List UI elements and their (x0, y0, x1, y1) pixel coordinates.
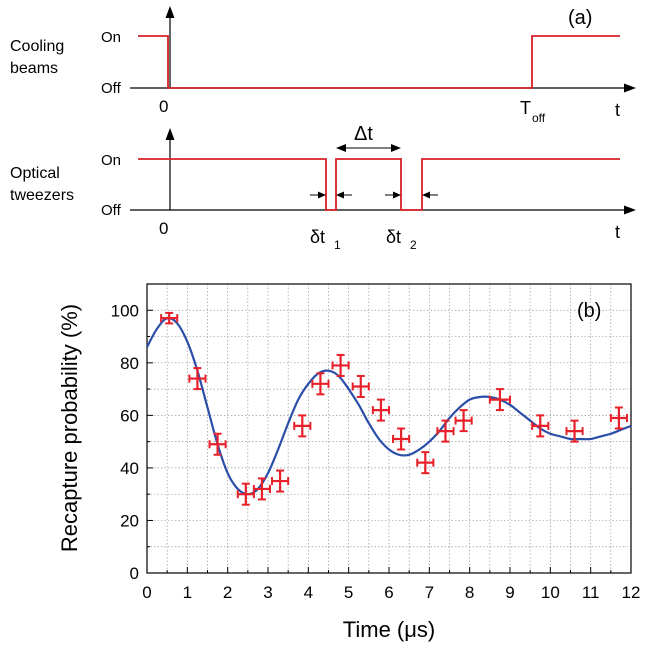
panel-b-label: (b) (577, 300, 601, 322)
delta-t-label: Δt (354, 123, 373, 145)
x-tick-label: 7 (425, 583, 434, 602)
x-tick-label: 9 (505, 583, 514, 602)
cooling-time-axis-arrow-icon (624, 83, 636, 93)
cooling-zero-label: 0 (159, 97, 168, 116)
data-point (331, 353, 350, 377)
data-point (416, 451, 435, 475)
delta-t-left-arrow-icon (336, 144, 346, 152)
x-tick-label: 2 (223, 583, 232, 602)
tweezers-zero-label: 0 (159, 219, 168, 238)
x-tick-label: 8 (465, 583, 474, 602)
data-point (488, 388, 511, 412)
tweezers-off-label: Off (101, 202, 122, 219)
y-tick-label: 40 (120, 459, 139, 478)
data-point (311, 372, 330, 396)
data-point (565, 419, 584, 443)
y-tick-label: 100 (111, 301, 139, 320)
fit-curve (146, 316, 632, 496)
y-tick-label: 80 (120, 354, 139, 373)
toff-label-main: T (520, 98, 531, 118)
tweezers-pulse-trace (138, 158, 620, 211)
y-axis-label: Recapture probability (%) (57, 304, 82, 552)
y-tick-labels: 0 20 40 60 80 100 (111, 301, 139, 583)
x-tick-label: 5 (344, 583, 353, 602)
plot-frame (146, 283, 632, 574)
dt1-right-arrow-icon (336, 191, 344, 199)
tweezers-label-line2: tweezers (10, 187, 74, 204)
x-tick-label: 3 (263, 583, 272, 602)
dt1-label-main: δt (310, 227, 325, 247)
data-point (454, 409, 473, 433)
x-tick-label: 11 (582, 583, 600, 602)
cooling-off-label: Off (101, 80, 122, 97)
tweezers-on-label: On (101, 152, 121, 169)
data-points (160, 311, 628, 506)
data-point (531, 414, 550, 438)
grid-lines (147, 284, 631, 573)
data-point (609, 406, 628, 430)
data-point (436, 419, 455, 443)
y-tick-label: 20 (120, 511, 139, 530)
data-point (371, 398, 390, 422)
optical-tweezers-diagram: Optical tweezers On Off Δt 0 δt (10, 123, 636, 252)
dt2-label-main: δt (386, 227, 401, 247)
data-point (208, 432, 227, 456)
tweezers-t-label: t (615, 222, 620, 242)
cooling-beams-label-line1: Cooling (10, 38, 64, 55)
dt1-label-sub: 1 (334, 238, 341, 252)
cooling-level-axis-arrow-icon (165, 6, 175, 18)
dt2-label-sub: 2 (410, 238, 417, 252)
data-point (351, 374, 370, 398)
data-point (160, 311, 179, 325)
cooling-beams-diagram: Cooling beams On Off 0 T off t (10, 6, 636, 125)
data-point (392, 427, 411, 451)
data-point (188, 367, 207, 391)
dt2-right-arrow-icon (422, 191, 430, 199)
x-tick-label: 1 (183, 583, 192, 602)
data-point (293, 414, 312, 438)
dt2-left-arrow-icon (393, 191, 401, 199)
cooling-beams-label-line2: beams (10, 60, 58, 77)
data-point (271, 469, 290, 493)
panel-a-timing-diagram: (a) Cooling beams On Off 0 T off t Optic… (10, 6, 636, 252)
delta-t-right-arrow-icon (391, 144, 401, 152)
dt1-left-arrow-icon (318, 191, 326, 199)
x-tick-label: 10 (541, 583, 560, 602)
cooling-t-label: t (615, 100, 620, 120)
x-tick-label: 0 (142, 583, 151, 602)
y-tick-label: 0 (130, 564, 139, 583)
y-tick-label: 60 (120, 406, 139, 425)
x-axis-label: Time (μs) (343, 617, 436, 642)
tweezers-time-axis-arrow-icon (624, 205, 636, 215)
data-point (236, 482, 255, 506)
tweezers-level-axis-arrow-icon (165, 128, 175, 140)
tweezers-label-line1: Optical (10, 165, 60, 182)
x-tick-label: 4 (304, 583, 313, 602)
x-tick-label: 12 (622, 583, 641, 602)
cooling-on-label: On (101, 29, 121, 46)
panel-a-label: (a) (568, 7, 592, 29)
toff-label-sub: off (532, 111, 546, 125)
data-point (252, 477, 272, 501)
x-tick-label: 6 (384, 583, 393, 602)
cooling-pulse-trace (138, 35, 620, 89)
x-tick-labels: 0 1 2 3 4 5 6 7 8 9 10 11 12 (142, 583, 640, 602)
